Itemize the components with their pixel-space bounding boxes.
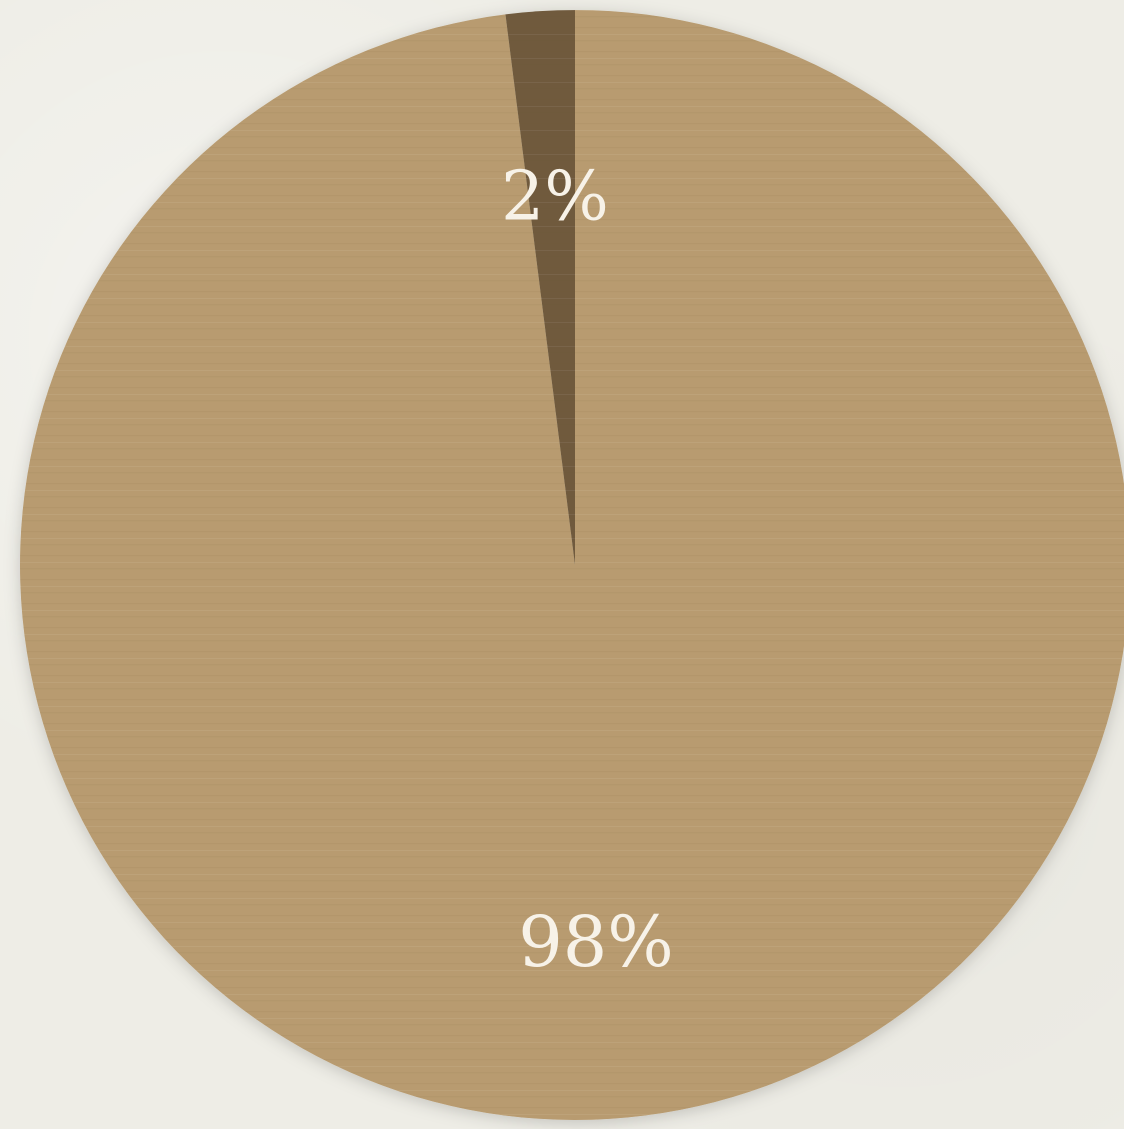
pie-label-2-percent: 2%	[501, 158, 609, 237]
pie-label-98-percent: 98%	[518, 901, 674, 983]
pie-labels: 2% 98%	[501, 158, 674, 984]
